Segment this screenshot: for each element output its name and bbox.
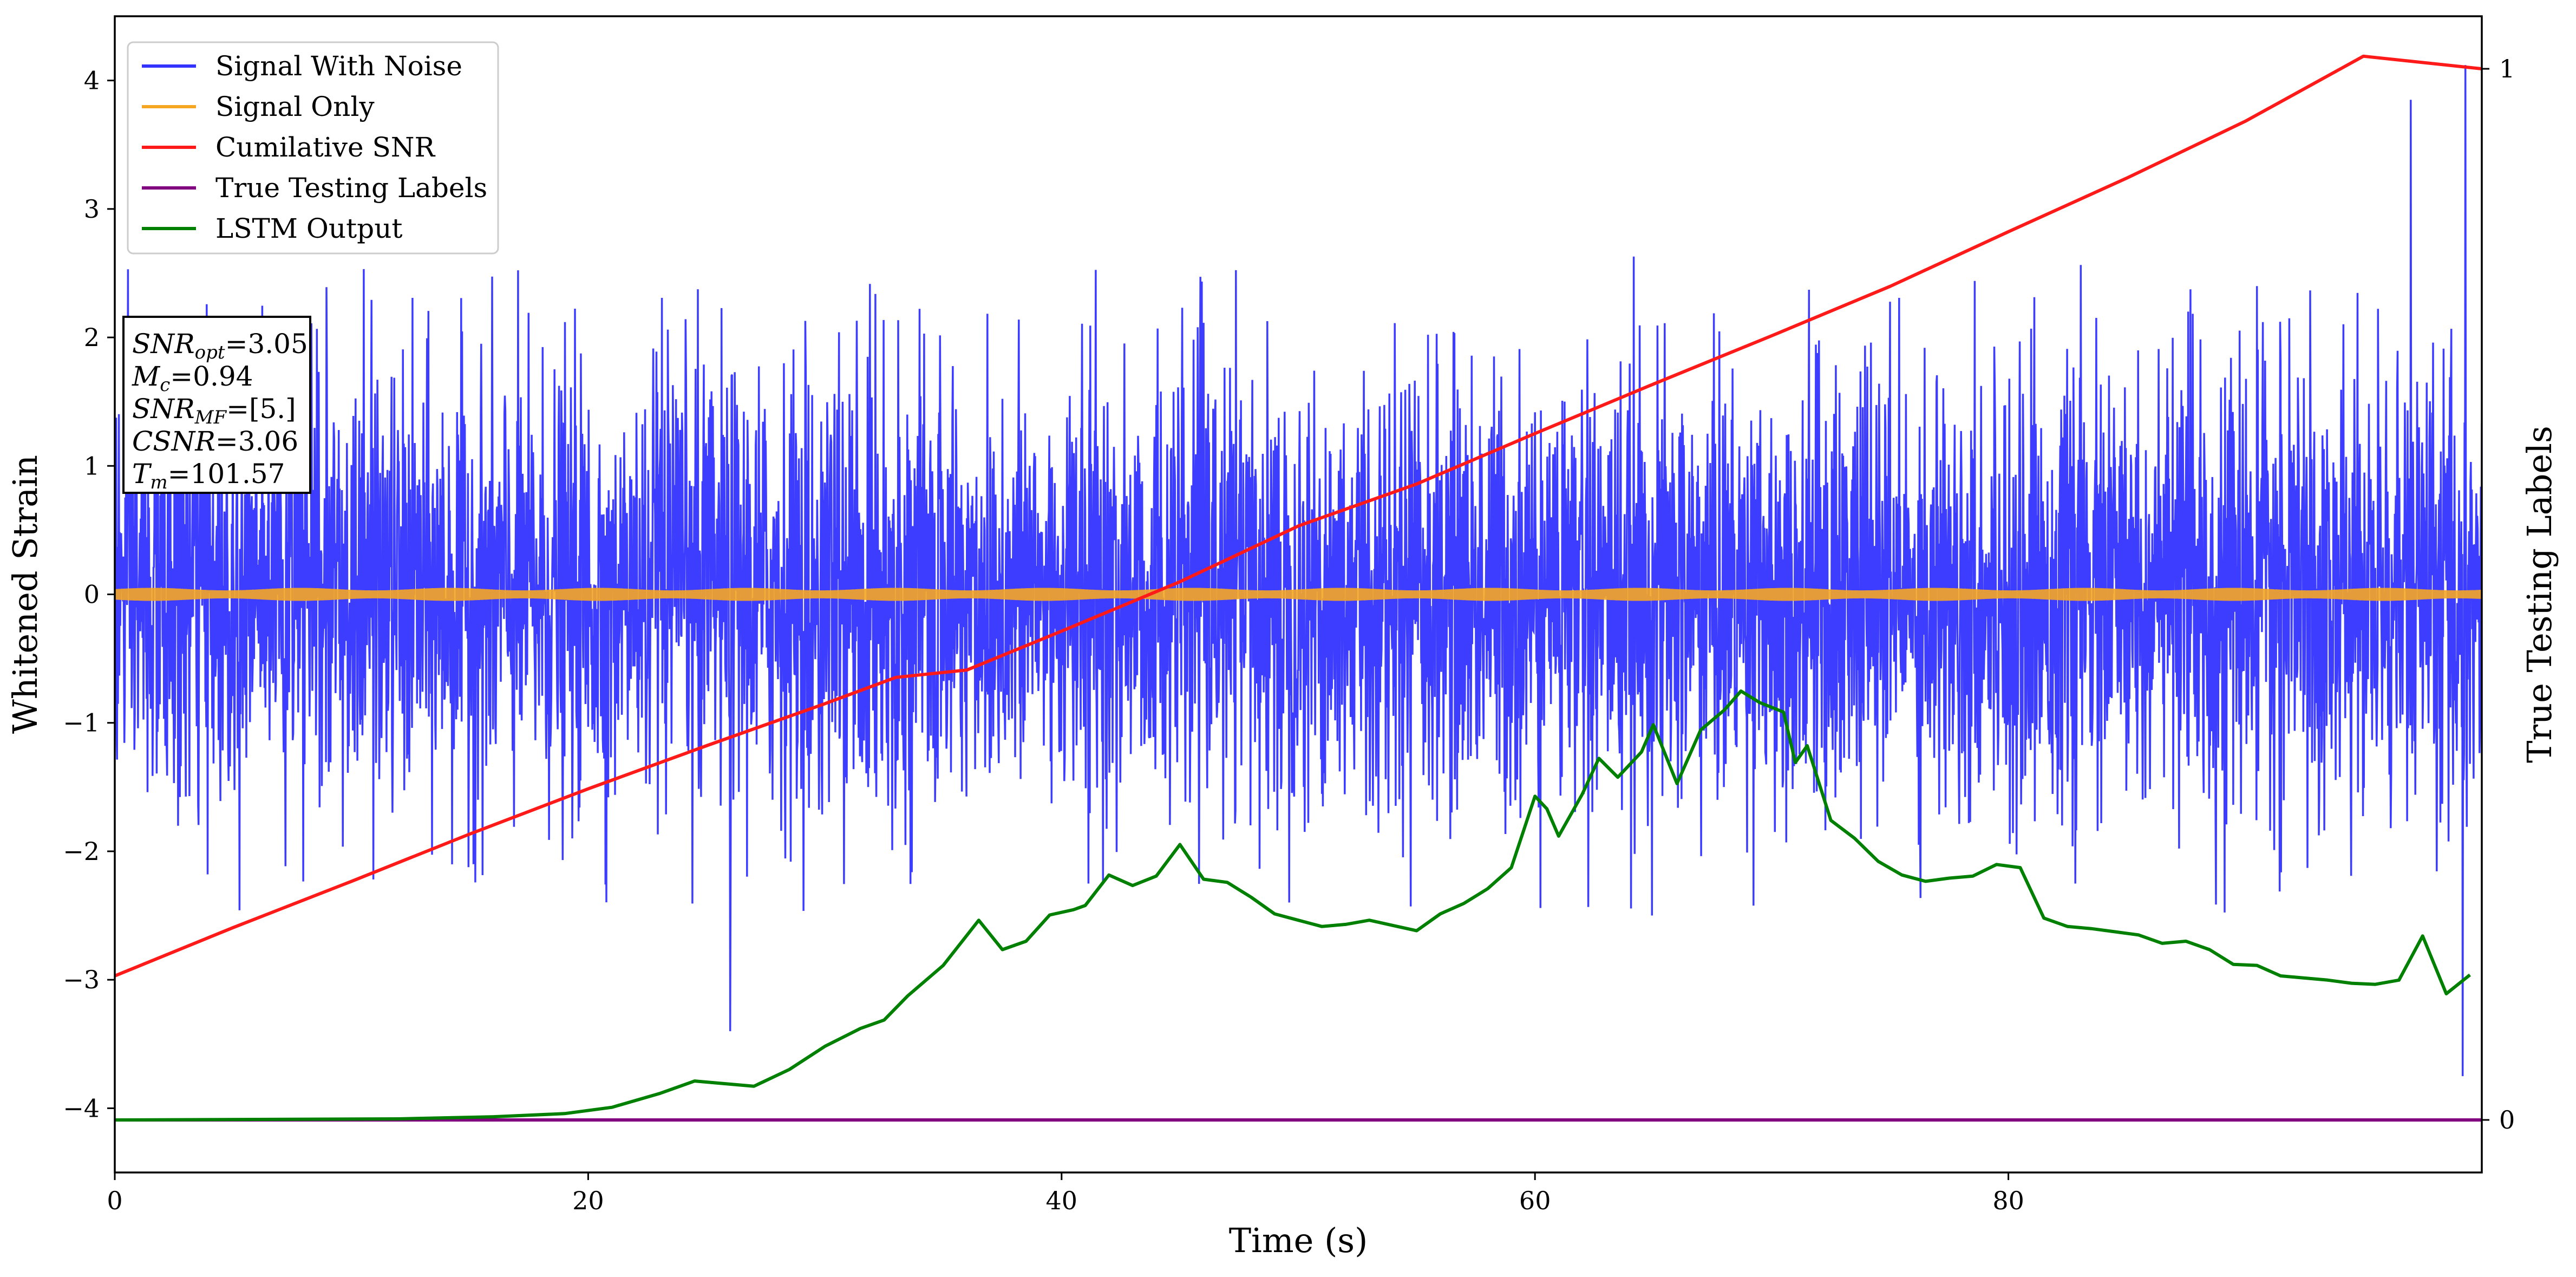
y-axis-right: 01 bbox=[2482, 54, 2515, 1135]
legend-label: Signal With Noise bbox=[215, 50, 462, 82]
y-tick-label: −3 bbox=[63, 965, 100, 994]
x-tick-label: 0 bbox=[107, 1186, 122, 1215]
legend-label: True Testing Labels bbox=[215, 172, 487, 204]
signal-only-line bbox=[115, 588, 2482, 601]
legend-label: Signal Only bbox=[215, 91, 375, 122]
x-tick-label: 80 bbox=[1992, 1186, 2024, 1215]
y-tick-label: 1 bbox=[84, 451, 100, 480]
y-tick-label: 2 bbox=[84, 323, 100, 352]
annotation-line: CSNR=3.06 bbox=[132, 426, 298, 457]
annotation-line: SNRMF=[5.] bbox=[132, 393, 296, 428]
x-tick-label: 40 bbox=[1046, 1186, 1078, 1215]
signal-with-noise-line bbox=[115, 65, 2482, 1077]
x-tick-label: 20 bbox=[572, 1186, 604, 1215]
y-tick-label: 0 bbox=[84, 580, 100, 609]
y-axis-left: −4 −3 −2 −1 0 1 2 3 4 bbox=[63, 66, 115, 1123]
y-tick-label: 3 bbox=[84, 194, 100, 224]
annotation-line: SNRopt=3.05 bbox=[132, 328, 308, 363]
y-axis-title: Whitened Strain bbox=[5, 455, 45, 734]
annotation-frame bbox=[122, 316, 311, 494]
annotation-line: Mc=0.94 bbox=[132, 361, 253, 396]
x-tick-label: 60 bbox=[1519, 1186, 1551, 1215]
y-tick-label: −1 bbox=[63, 708, 100, 738]
x-axis-title: Time (s) bbox=[1229, 1221, 1368, 1260]
legend-box bbox=[127, 41, 499, 255]
y-right-axis-title: True Testing Labels bbox=[2520, 426, 2559, 763]
plot-series-group bbox=[115, 54, 2482, 1122]
cumulative-snr-line bbox=[115, 54, 2482, 978]
legend-label: LSTM Output bbox=[215, 213, 402, 244]
y-right-tick-label: 1 bbox=[2499, 54, 2515, 83]
legend-label: Cumilative SNR bbox=[215, 132, 435, 163]
y-tick-label: −4 bbox=[63, 1093, 100, 1123]
y-tick-label: 4 bbox=[84, 66, 100, 95]
legend: Signal With Noise Signal Only Cumilative S… bbox=[127, 41, 499, 255]
y-tick-label: −2 bbox=[63, 837, 100, 866]
y-right-tick-label: 0 bbox=[2499, 1105, 2515, 1135]
lstm-output-line bbox=[115, 689, 2471, 1122]
x-axis: 0 20 40 60 80 bbox=[107, 1172, 2024, 1215]
annotation-line: Tm=101.57 bbox=[132, 458, 285, 493]
annotation-box: SNRopt=3.05Mc=0.94SNRMF=[5.]CSNR=3.06Tm=… bbox=[122, 316, 311, 494]
